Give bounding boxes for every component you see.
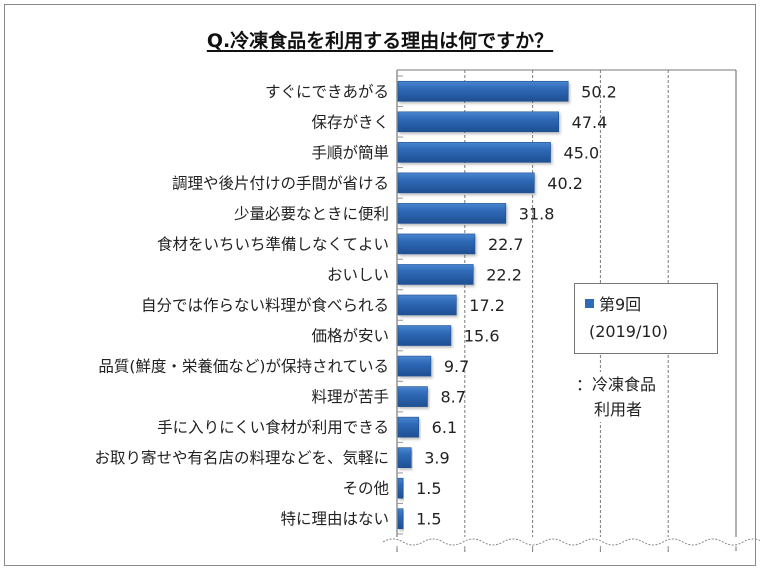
respondent-note: ：冷凍食品 利用者 [576,372,663,422]
axis-break-wave [382,538,760,546]
value-label: 22.7 [488,235,524,254]
category-labels: すぐにできあがる保存がきく手順が簡単調理や後片付けの手間が省ける少量必要なときに… [94,83,389,528]
value-labels: 50.2 47.4 45.0 40.2 31.8 22.7 22.2 17.2 15.6 9.7 8… [416,82,617,528]
bar [397,142,551,163]
category-label: おいしい [327,266,389,284]
category-label: 手に入りにくい食材が利用できる [157,419,389,437]
value-label: 31.8 [519,204,555,223]
bar [397,264,474,285]
category-label: 少量必要なときに便利 [234,205,389,223]
category-label: 料理が苦手 [311,388,389,406]
axis-break [382,537,760,551]
bar [397,447,412,468]
bar [397,416,419,438]
respondent-note-line1: ：冷凍食品 [576,375,657,394]
value-label: 45.0 [564,143,600,162]
category-label: 食材をいちいち準備しなくてよい [157,235,389,253]
bar [397,294,457,316]
bar [397,477,404,499]
bar [397,325,452,346]
legend-series-name: 第9回 [599,295,642,314]
legend-series-date: (2019/10) [589,322,668,341]
category-label: 手順が簡単 [311,144,389,162]
value-label: 6.1 [432,418,457,437]
value-label: 9.7 [444,357,469,376]
bar [397,355,432,377]
value-label: 8.7 [440,388,465,407]
chart-title: Q.冷凍食品を利用する理由は何ですか？ [0,26,760,53]
value-label: 50.2 [581,82,617,101]
y-axis [396,70,403,552]
value-label: 17.2 [469,296,505,315]
value-label: 3.9 [424,449,449,468]
category-label: お取り寄せや有名店の料理などを、気軽に [94,449,389,467]
category-label: 価格が安い [311,327,389,345]
value-label: 47.4 [572,113,608,132]
bar [397,508,404,530]
bar [397,203,507,224]
chart-title-text: Q.冷凍食品を利用する理由は何ですか？ [206,30,554,52]
category-label: 特に理由はない [280,510,389,528]
category-label: その他 [342,480,389,498]
bar [397,111,559,133]
value-label: 22.2 [486,265,522,284]
legend-swatch [585,299,594,308]
axis-break-mask [383,537,753,548]
category-label: 自分では作らない料理が食べられる [141,297,389,315]
legend-entry: 第9回 [585,291,717,318]
category-label: すぐにできあがる [265,83,389,101]
bar [397,386,428,407]
bar [397,80,569,102]
bar [397,233,476,255]
value-label: 1.5 [416,510,441,529]
chart-frame [4,4,756,566]
value-label: 1.5 [416,479,441,498]
category-label: 保存がきく [311,113,389,131]
value-label: 15.6 [464,327,500,346]
category-label: 調理や後片付けの手間が省ける [172,174,389,192]
value-label: 40.2 [547,174,583,193]
respondent-note-line2: 利用者 [594,400,643,419]
bars [397,80,569,530]
bar [397,172,535,194]
legend: 第9回 (2019/10) [574,283,718,354]
category-label: 品質(鮮度・栄養価など)が保持されている [98,358,389,376]
